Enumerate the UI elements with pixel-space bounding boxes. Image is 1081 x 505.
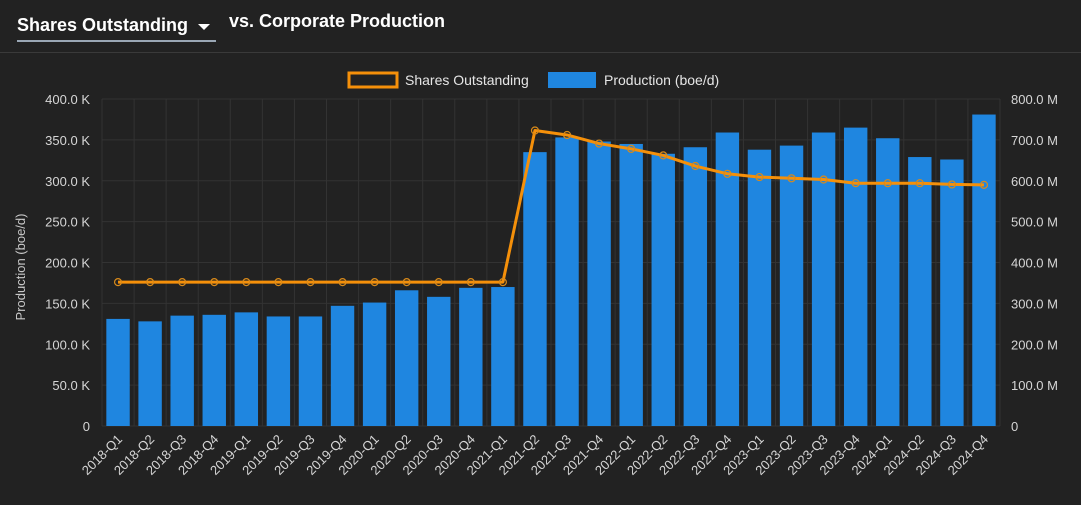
bar-2023-Q1[interactable]: [747, 149, 772, 426]
line-point-2024-Q3[interactable]: [947, 180, 956, 189]
bar-2021-Q1[interactable]: [491, 287, 515, 426]
legend-swatch-bar: [548, 72, 596, 88]
left-axis-ticks: 0 50.0 K 100.0 K 150.0 K 200.0 K 250.0 K 300.0…: [45, 92, 90, 434]
legend-item-production[interactable]: Production (boe/d): [548, 72, 719, 88]
bar-2019-Q3[interactable]: [298, 316, 323, 426]
right-tick-label: 500.0 M: [1011, 215, 1058, 230]
x-axis-ticks: 2018-Q12018-Q22018-Q32018-Q42019-Q12019-…: [79, 432, 991, 478]
left-axis-title: Production (boe/d): [13, 214, 28, 321]
line-point-2018-Q2[interactable]: [146, 278, 155, 287]
bar-2022-Q2[interactable]: [651, 153, 675, 426]
left-tick-label: 300.0 K: [45, 174, 90, 189]
bar-2024-Q2[interactable]: [908, 157, 932, 426]
left-tick-label: 0: [83, 419, 90, 434]
production-bars: [106, 114, 996, 427]
line-point-2020-Q1[interactable]: [370, 278, 379, 287]
line-point-2019-Q3[interactable]: [306, 278, 315, 287]
line-point-2021-Q3[interactable]: [562, 130, 572, 140]
line-point-2020-Q2[interactable]: [402, 278, 411, 287]
line-point-2022-Q2[interactable]: [659, 151, 668, 160]
right-tick-label: 300.0 M: [1011, 296, 1058, 311]
bar-2024-Q3[interactable]: [940, 159, 964, 426]
bar-2019-Q2[interactable]: [266, 316, 291, 426]
shares-line-series: [113, 126, 989, 287]
legend-label-production: Production (boe/d): [604, 72, 719, 88]
line-point-2023-Q2[interactable]: [787, 174, 796, 183]
bar-2021-Q4[interactable]: [587, 141, 611, 426]
line-point-2019-Q4[interactable]: [338, 278, 347, 287]
metric-dropdown[interactable]: Shares Outstanding: [17, 10, 217, 42]
bar-2018-Q3[interactable]: [170, 315, 194, 426]
legend-label-shares: Shares Outstanding: [405, 72, 529, 88]
shares-line: [118, 128, 984, 284]
bar-2020-Q4[interactable]: [459, 287, 483, 426]
left-tick-label: 350.0 K: [45, 133, 90, 148]
line-point-2024-Q4[interactable]: [979, 180, 989, 189]
line-point-2023-Q4[interactable]: [851, 179, 860, 188]
bar-2022-Q3[interactable]: [683, 147, 708, 427]
bar-2020-Q2[interactable]: [394, 290, 419, 426]
bar-2018-Q1[interactable]: [106, 318, 130, 426]
comparison-title: vs. Corporate Production: [229, 11, 446, 31]
line-point-2023-Q1[interactable]: [755, 172, 764, 182]
bar-2021-Q3[interactable]: [555, 137, 579, 427]
bar-2018-Q4[interactable]: [202, 314, 226, 426]
line-point-2022-Q4[interactable]: [723, 169, 732, 178]
left-tick-label: 150.0 K: [45, 296, 90, 311]
grid-lines: [101, 98, 1001, 427]
line-point-2024-Q1[interactable]: [883, 179, 892, 188]
left-tick-label: 250.0 K: [45, 215, 90, 230]
legend-swatch-line: [347, 71, 399, 89]
right-tick-label: 100.0 M: [1011, 378, 1058, 393]
left-tick-label: 400.0 K: [45, 92, 90, 107]
right-tick-label: 0: [1011, 419, 1018, 434]
chart-header: Shares Outstanding vs. Corporate Product…: [0, 0, 1081, 53]
right-tick-label: 800.0 M: [1011, 92, 1058, 107]
bar-2022-Q1[interactable]: [619, 143, 643, 426]
line-point-2021-Q2[interactable]: [530, 126, 540, 135]
right-tick-label: 400.0 M: [1011, 256, 1058, 271]
legend: Shares Outstanding Production (boe/d): [347, 71, 719, 89]
bar-2022-Q4[interactable]: [715, 132, 740, 426]
chevron-down-icon: [198, 23, 211, 30]
bar-2023-Q4[interactable]: [843, 127, 868, 427]
metric-dropdown-label: Shares Outstanding: [17, 14, 189, 35]
bar-2024-Q4[interactable]: [972, 114, 996, 426]
line-point-2023-Q3[interactable]: [819, 175, 828, 184]
bar-2020-Q1[interactable]: [362, 302, 387, 426]
bar-2021-Q2[interactable]: [523, 152, 547, 426]
right-tick-label: 600.0 M: [1011, 174, 1058, 189]
left-tick-label: 100.0 K: [45, 337, 90, 352]
combo-chart: 0 50.0 K 100.0 K 150.0 K 200.0 K 250.0 K 300.0…: [13, 71, 1058, 478]
bar-2018-Q2[interactable]: [138, 321, 162, 426]
right-axis-ticks: 0 100.0 M 200.0 M 300.0 M 400.0 M 500.0 M 600.…: [1011, 92, 1058, 434]
line-point-2021-Q1[interactable]: [498, 278, 507, 287]
left-tick-label: 50.0 K: [52, 378, 90, 393]
line-point-2018-Q1[interactable]: [113, 278, 123, 287]
right-tick-label: 200.0 M: [1011, 337, 1058, 352]
bar-2019-Q1[interactable]: [234, 312, 259, 426]
bar-2020-Q3[interactable]: [427, 296, 451, 426]
line-point-2022-Q1[interactable]: [627, 144, 636, 153]
line-point-2021-Q4[interactable]: [595, 139, 604, 148]
bar-2019-Q4[interactable]: [330, 305, 355, 426]
line-point-2019-Q2[interactable]: [274, 278, 283, 287]
line-point-2022-Q3[interactable]: [691, 161, 700, 171]
line-point-2019-Q1[interactable]: [242, 278, 251, 287]
bar-2023-Q2[interactable]: [779, 145, 804, 426]
line-point-2020-Q3[interactable]: [434, 278, 443, 287]
line-point-2018-Q3[interactable]: [178, 278, 187, 287]
line-point-2020-Q4[interactable]: [466, 278, 475, 287]
bar-2023-Q3[interactable]: [811, 132, 836, 426]
right-tick-label: 700.0 M: [1011, 133, 1058, 148]
line-point-2024-Q2[interactable]: [915, 179, 924, 188]
bar-2024-Q1[interactable]: [876, 138, 900, 426]
chart-area: 0 50.0 K 100.0 K 150.0 K 200.0 K 250.0 K 300.0…: [0, 53, 1081, 505]
legend-item-shares[interactable]: Shares Outstanding: [347, 71, 529, 89]
left-tick-label: 200.0 K: [45, 256, 90, 271]
line-point-2018-Q4[interactable]: [210, 278, 219, 287]
